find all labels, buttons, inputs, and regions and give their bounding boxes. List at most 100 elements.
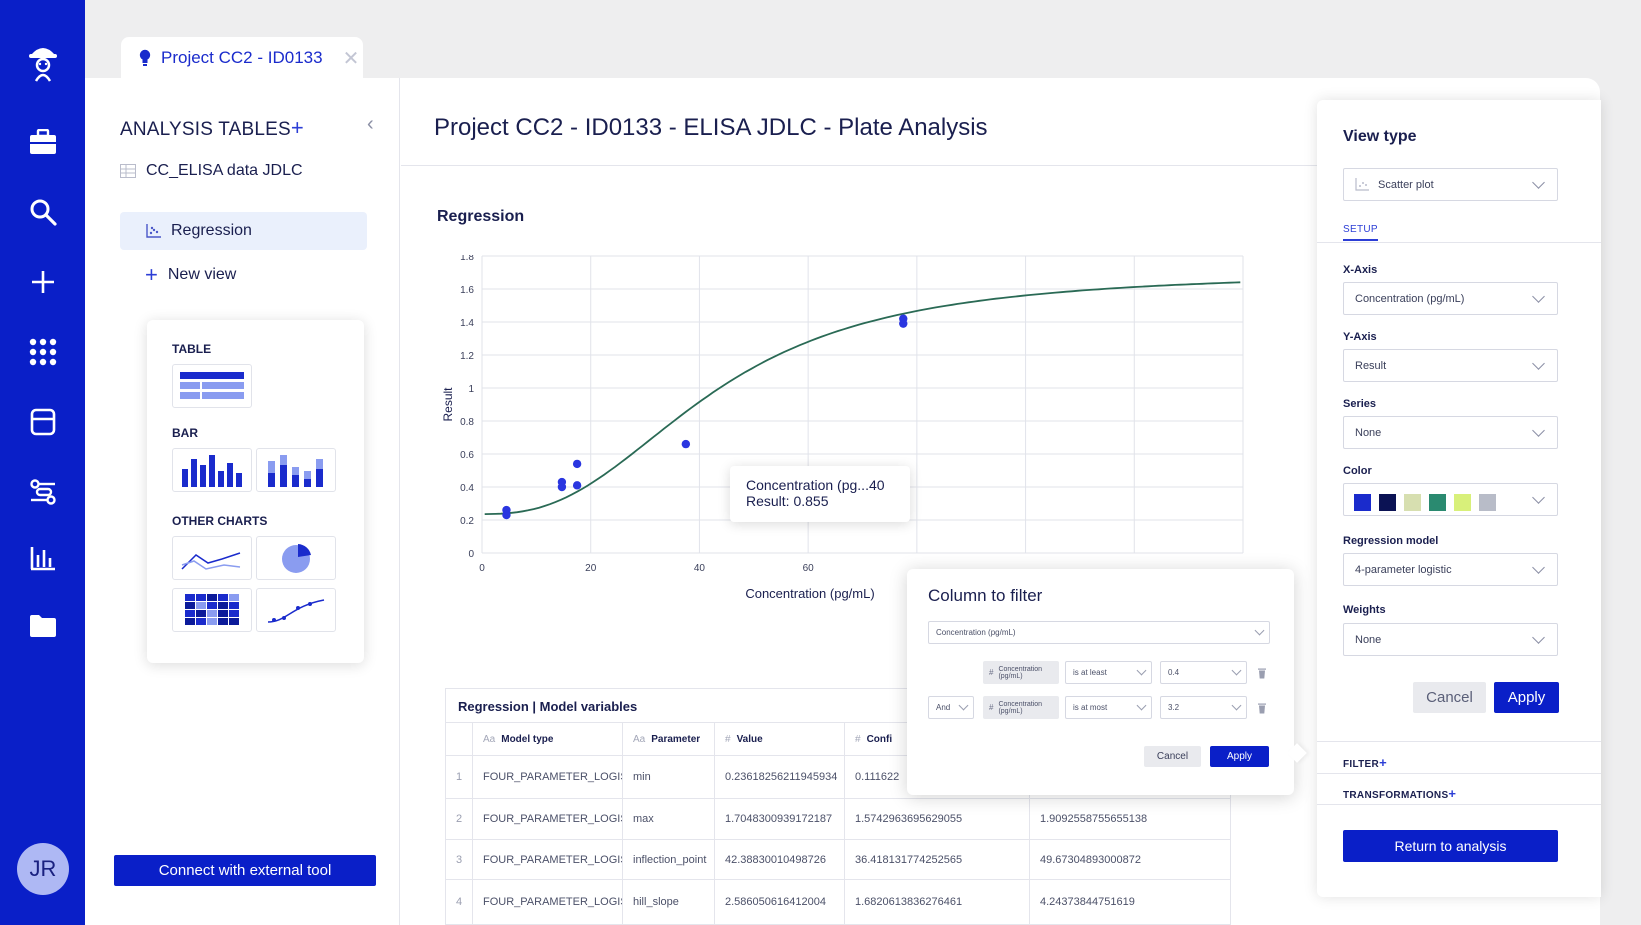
filter-apply-button[interactable]: Apply [1210, 746, 1269, 767]
table-cell: 4.24373844751619 [1029, 880, 1230, 924]
filter-cancel-button[interactable]: Cancel [1144, 746, 1201, 767]
x-axis-label: Concentration (pg/mL) [745, 586, 874, 601]
filter-column-chip[interactable]: # Concentration (pg/mL) [983, 696, 1059, 719]
color-swatch [1454, 494, 1471, 511]
column-filter-popup: Column to filter Concentration (pg/mL) #… [907, 569, 1294, 795]
add-table-button[interactable]: + [290, 115, 304, 140]
connect-external-tool-button[interactable]: Connect with external tool [114, 855, 376, 886]
table-row[interactable]: 2 FOUR_PARAMETER_LOGISTICmax1.70483009391… [446, 798, 1230, 839]
tab-setup[interactable]: SETUP [1343, 224, 1378, 241]
chevron-down-icon [1136, 665, 1147, 676]
analysis-side-panel: ANALYSIS TABLES+ ‹ CC_ELISA data JDLC Re… [85, 78, 400, 925]
chevron-down-icon [1532, 290, 1545, 303]
filter-column-chip[interactable]: # Concentration (pg/mL) [983, 661, 1059, 684]
y-tick-label: 0.8 [460, 417, 474, 428]
x-tick-label: 20 [585, 563, 597, 574]
picker-section-other: OTHER CHARTS [172, 514, 268, 528]
row-number-header [446, 723, 472, 755]
series-select[interactable]: None [1343, 416, 1558, 449]
trash-icon[interactable] [1257, 667, 1267, 679]
briefcase-icon[interactable] [23, 122, 63, 162]
column-header[interactable]: Aa Model type [472, 723, 622, 755]
sidebar-item-data-table[interactable]: CC_ELISA data JDLC [120, 162, 303, 180]
filter-section-toggle[interactable]: FILTER+ [1343, 755, 1387, 770]
color-label: Color [1343, 465, 1372, 477]
operator-select[interactable]: is at most [1065, 696, 1152, 719]
user-avatar[interactable]: JR [17, 843, 69, 895]
transformations-section-toggle[interactable]: TRANSFORMATIONS+ [1343, 786, 1457, 801]
y-tick-label: 0.4 [460, 483, 474, 494]
regression-model-select[interactable]: 4-parameter logistic [1343, 553, 1558, 586]
data-point [557, 482, 567, 492]
bar-view-option[interactable] [172, 448, 252, 492]
column-header[interactable]: # Confi [844, 723, 1029, 755]
plus-icon[interactable] [23, 262, 63, 302]
table-row[interactable]: 3 FOUR_PARAMETER_LOGISTICinflection_point… [446, 839, 1230, 879]
data-point [572, 481, 582, 490]
data-point [681, 439, 691, 449]
search-icon[interactable] [23, 192, 63, 232]
table-row[interactable]: 1 FOUR_PARAMETER_LOGISTICmin0.23618256211… [446, 755, 1230, 798]
scatter-icon [1355, 178, 1369, 191]
value-select[interactable]: 3.2 [1160, 696, 1247, 719]
table-cell: FOUR_PARAMETER_LOGISTIC [472, 799, 622, 839]
chevron-down-icon [1136, 700, 1147, 711]
column-header[interactable]: # Value [714, 723, 844, 755]
y-tick-label: 1 [468, 384, 474, 395]
close-icon[interactable]: ✕ [342, 47, 360, 70]
heatmap-view-option[interactable] [172, 588, 252, 632]
color-select[interactable] [1343, 483, 1558, 516]
x-tick-label: 60 [803, 563, 815, 574]
sidebar-item-regression[interactable]: Regression [120, 212, 367, 250]
apps-grid-icon[interactable] [23, 332, 63, 372]
picker-section-table: TABLE [172, 342, 212, 356]
line-view-option[interactable] [172, 536, 252, 580]
table-cell: 3 [455, 853, 463, 866]
workflow-icon[interactable] [23, 472, 63, 512]
plus-icon: + [145, 262, 158, 287]
y-axis-select[interactable]: Result [1343, 349, 1558, 382]
icon-rail: JR [0, 0, 85, 925]
title-divider [401, 165, 1317, 166]
table-cell: 1.6820613836276461 [844, 880, 1029, 924]
tooltip-line-result: Result: 0.855 [746, 493, 829, 509]
value-select[interactable]: 0.4 [1160, 661, 1247, 684]
table-cell: min [622, 756, 714, 798]
new-view-button[interactable]: + New view [145, 262, 236, 288]
regression-view-option[interactable] [256, 588, 336, 632]
folder-icon[interactable] [23, 606, 63, 646]
pie-view-option[interactable] [256, 536, 336, 580]
y-tick-label: 1.8 [460, 255, 474, 263]
settings-apply-button[interactable]: Apply [1494, 682, 1559, 713]
return-to-analysis-button[interactable]: Return to analysis [1343, 830, 1558, 862]
view-type-select[interactable]: Scatter plot [1343, 168, 1558, 201]
operator-select[interactable]: is at least [1065, 661, 1152, 684]
column-select[interactable]: Concentration (pg/mL) [928, 621, 1270, 644]
database-icon[interactable] [23, 402, 63, 442]
color-swatch [1479, 494, 1496, 511]
stacked-bar-view-option[interactable] [256, 448, 336, 492]
table-cell: max [622, 799, 714, 839]
logo-icon[interactable] [23, 42, 63, 82]
table-cell: 0.23618256211945934 [714, 756, 844, 798]
weights-select[interactable]: None [1343, 623, 1558, 656]
new-view-label: New view [167, 266, 237, 283]
view-type-picker: TABLE BAR OTHER CHARTS [147, 320, 364, 663]
color-swatch [1354, 494, 1371, 511]
table-row[interactable]: 4 FOUR_PARAMETER_LOGISTIChill_slope2.5860… [446, 879, 1230, 924]
bar-chart-icon[interactable] [23, 538, 63, 578]
table-cell: hill_slope [622, 880, 714, 924]
conjunction-select[interactable]: And [928, 696, 974, 719]
chevron-down-icon [1532, 631, 1545, 644]
project-tab[interactable]: Project CC2 - ID0133 ✕ [121, 37, 363, 79]
chevron-down-icon [1231, 700, 1242, 711]
trash-icon[interactable] [1257, 702, 1267, 714]
table-cell: FOUR_PARAMETER_LOGISTIC [472, 840, 622, 879]
x-axis-select[interactable]: Concentration (pg/mL) [1343, 282, 1558, 315]
settings-cancel-button[interactable]: Cancel [1413, 682, 1486, 713]
collapse-panel-icon[interactable]: ‹ [367, 113, 374, 135]
data-point [502, 510, 511, 520]
column-header[interactable]: Aa Parameter [622, 723, 714, 755]
table-view-option[interactable] [172, 364, 252, 408]
tooltip-line-concentration: Concentration (pg...40 [746, 477, 885, 493]
